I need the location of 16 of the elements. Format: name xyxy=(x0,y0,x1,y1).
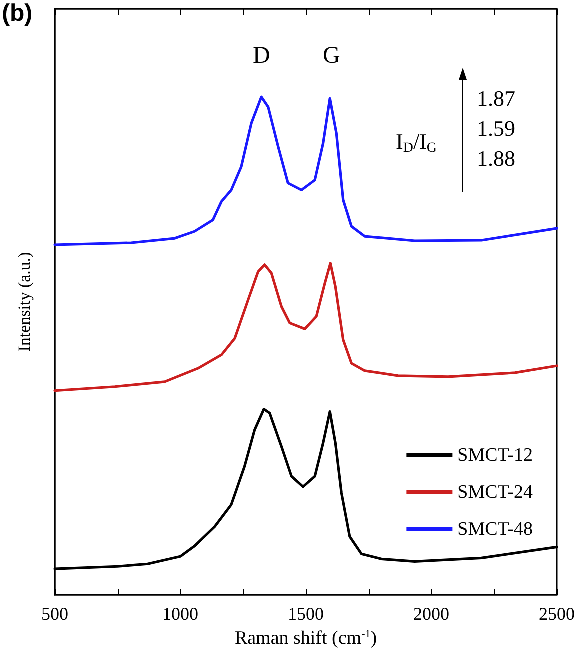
annotation: 1.88 xyxy=(477,146,516,171)
y-axis-title: Intensity (a.u.) xyxy=(15,252,34,352)
annotation: 1.59 xyxy=(477,116,516,141)
legend-label: SMCT-24 xyxy=(458,482,534,503)
x-tick-label: 1000 xyxy=(162,604,198,624)
annotation: 1.87 xyxy=(477,86,516,111)
x-tick-label: 2500 xyxy=(539,604,575,624)
x-tick-label: 2000 xyxy=(414,604,450,624)
text: (b) xyxy=(2,0,33,27)
x-tick-label: 500 xyxy=(42,604,68,624)
annotation: I$_{D}$/I$_{G}$ xyxy=(396,129,438,156)
legend-label: SMCT-12 xyxy=(458,445,534,466)
text: D xyxy=(253,43,270,69)
legend-label: SMCT-48 xyxy=(458,519,534,540)
x-tick-label: 1500 xyxy=(288,604,324,624)
text: G xyxy=(323,43,340,69)
